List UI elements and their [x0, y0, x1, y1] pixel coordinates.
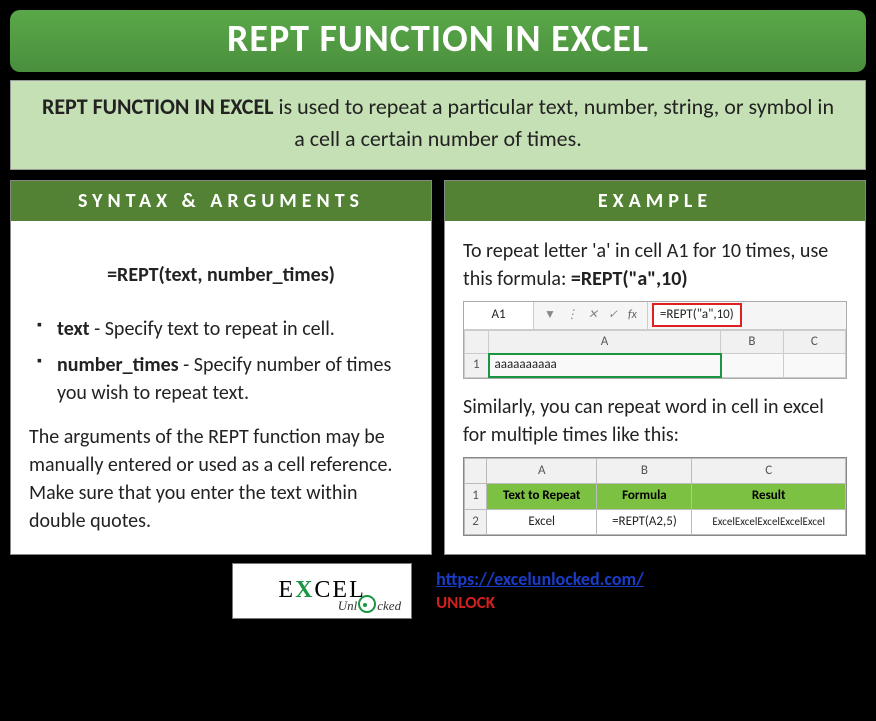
example-card: EXAMPLE To repeat letter 'a' in cell A1 … — [444, 180, 866, 555]
col-header: A — [489, 330, 721, 354]
argument-item: text - Specify text to repeat in cell. — [35, 315, 413, 343]
syntax-note: The arguments of the REPT function may b… — [29, 423, 413, 535]
example-heading: EXAMPLE — [445, 181, 865, 221]
website-link[interactable]: https://excelunlocked.com/ — [436, 568, 644, 590]
table-cell: =REPT(A2,5) — [597, 509, 692, 534]
corner-cell — [465, 330, 489, 354]
table-cell: ExcelExcelExcelExcelExcel — [692, 509, 846, 534]
row-header: 1 — [465, 484, 487, 509]
footer: EXCEL Unlcked https://excelunlocked.com/… — [10, 563, 866, 619]
arguments-list: text - Specify text to repeat in cell. n… — [35, 315, 413, 407]
formula-bar: A1 ▼ ⋮ ✕ ✓ fx =REPT("a",10) — [464, 302, 846, 330]
col-header: C — [692, 459, 846, 484]
logo-subtext: Unlcked — [338, 592, 401, 614]
arg-name: number_times — [57, 353, 179, 377]
name-box: A1 — [464, 302, 534, 329]
cell — [783, 354, 845, 377]
excel-grid-2: A B C 1 Text to Repeat Formula Result 2 … — [464, 458, 846, 535]
formula-highlight: =REPT("a",10) — [652, 303, 742, 327]
footer-links: https://excelunlocked.com/ UNLOCK — [436, 568, 644, 613]
syntax-formula: =REPT(text, number_times) — [29, 261, 413, 289]
table-cell: Excel — [487, 509, 597, 534]
table-header-cell: Text to Repeat — [487, 484, 597, 509]
title-bar: REPT FUNCTION IN EXCEL — [10, 10, 866, 72]
description-text: is used to repeat a particular text, num… — [273, 93, 834, 152]
description-bold: REPT FUNCTION IN EXCEL — [42, 93, 274, 120]
confirm-icon: ✓ — [608, 307, 618, 324]
formula-bar-buttons: ▼ ⋮ ✕ ✓ fx — [534, 302, 648, 329]
syntax-card: SYNTAX & ARGUMENTS =REPT(text, number_ti… — [10, 180, 432, 555]
logo-letter-x: X — [295, 577, 314, 603]
fx-icon: fx — [628, 307, 637, 324]
example-mid-text: Similarly, you can repeat word in cell i… — [463, 393, 847, 449]
logo: EXCEL Unlcked — [232, 563, 412, 619]
col-header: B — [721, 330, 784, 354]
cell-a1: aaaaaaaaaa — [489, 354, 721, 377]
corner-cell — [465, 459, 487, 484]
row-header: 2 — [465, 509, 487, 534]
formula-input-area: =REPT("a",10) — [648, 302, 846, 329]
description-bar: REPT FUNCTION IN EXCEL is used to repeat… — [10, 80, 866, 170]
arg-name: text — [57, 317, 90, 341]
row-header: 1 — [465, 354, 489, 377]
syntax-heading: SYNTAX & ARGUMENTS — [11, 181, 431, 221]
dropdown-icon: ▼ — [544, 307, 556, 324]
col-header: A — [487, 459, 597, 484]
table-header-cell: Formula — [597, 484, 692, 509]
excel-mock-2: A B C 1 Text to Repeat Formula Result 2 … — [463, 457, 847, 536]
example-intro: To repeat letter 'a' in cell A1 for 10 t… — [463, 237, 847, 293]
separator-icon: ⋮ — [566, 307, 578, 324]
logo-letter: E — [278, 577, 295, 603]
table-header-cell: Result — [692, 484, 846, 509]
excel-mock-1: A1 ▼ ⋮ ✕ ✓ fx =REPT("a",10) A — [463, 301, 847, 379]
argument-item: number_times - Specify number of times y… — [35, 351, 413, 407]
cancel-icon: ✕ — [588, 307, 598, 324]
col-header: B — [597, 459, 692, 484]
excel-grid-1: A B C 1 aaaaaaaaaa — [464, 330, 846, 378]
arg-desc: - Specify text to repeat in cell. — [90, 317, 335, 341]
keyhole-icon — [358, 595, 376, 613]
unlock-label: UNLOCK — [436, 592, 644, 613]
cell — [721, 354, 784, 377]
example-intro-formula: =REPT("a",10) — [571, 267, 688, 291]
col-header: C — [783, 330, 845, 354]
page-title: REPT FUNCTION IN EXCEL — [10, 16, 866, 62]
